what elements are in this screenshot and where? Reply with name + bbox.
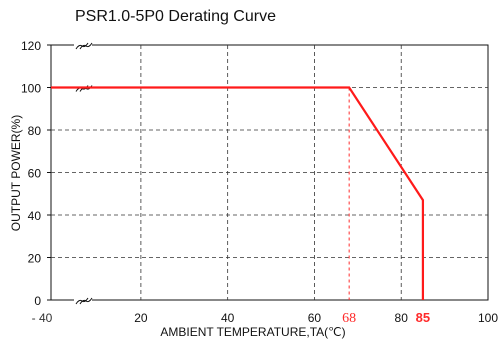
y-tick-label: 0 [34,294,41,308]
x-tick-label: 60 [308,311,322,325]
derating-curve-line [51,86,425,300]
x-axis-label: AMBIENT TEMPERATURE,TA(℃) [160,325,345,339]
chart-title: PSR1.0-5P0 Derating Curve [75,8,276,25]
x-tick-label: 40 [221,311,235,325]
x-special-tick-label: 68 [342,311,356,326]
y-tick-label: 60 [28,167,42,181]
x-tick-label: 100 [478,311,498,325]
axis-break-gap [74,40,92,50]
axis-break-mark [79,297,93,305]
x-tick-label: 80 [395,311,409,325]
axis-break-mark [79,42,93,50]
axis-break-gap [74,295,92,305]
x-tick-label: 20 [134,311,148,325]
y-tick-label: 100 [21,82,41,96]
y-tick-label: 120 [21,39,41,53]
y-tick-label: 80 [28,124,42,138]
y-tick-label: 20 [28,252,42,266]
x-tick-label: - 40 [32,311,53,325]
x-special-tick-label: 85 [416,310,430,325]
y-axis-label: OUTPUT POWER(%) [9,115,23,231]
y-tick-label: 40 [28,209,42,223]
